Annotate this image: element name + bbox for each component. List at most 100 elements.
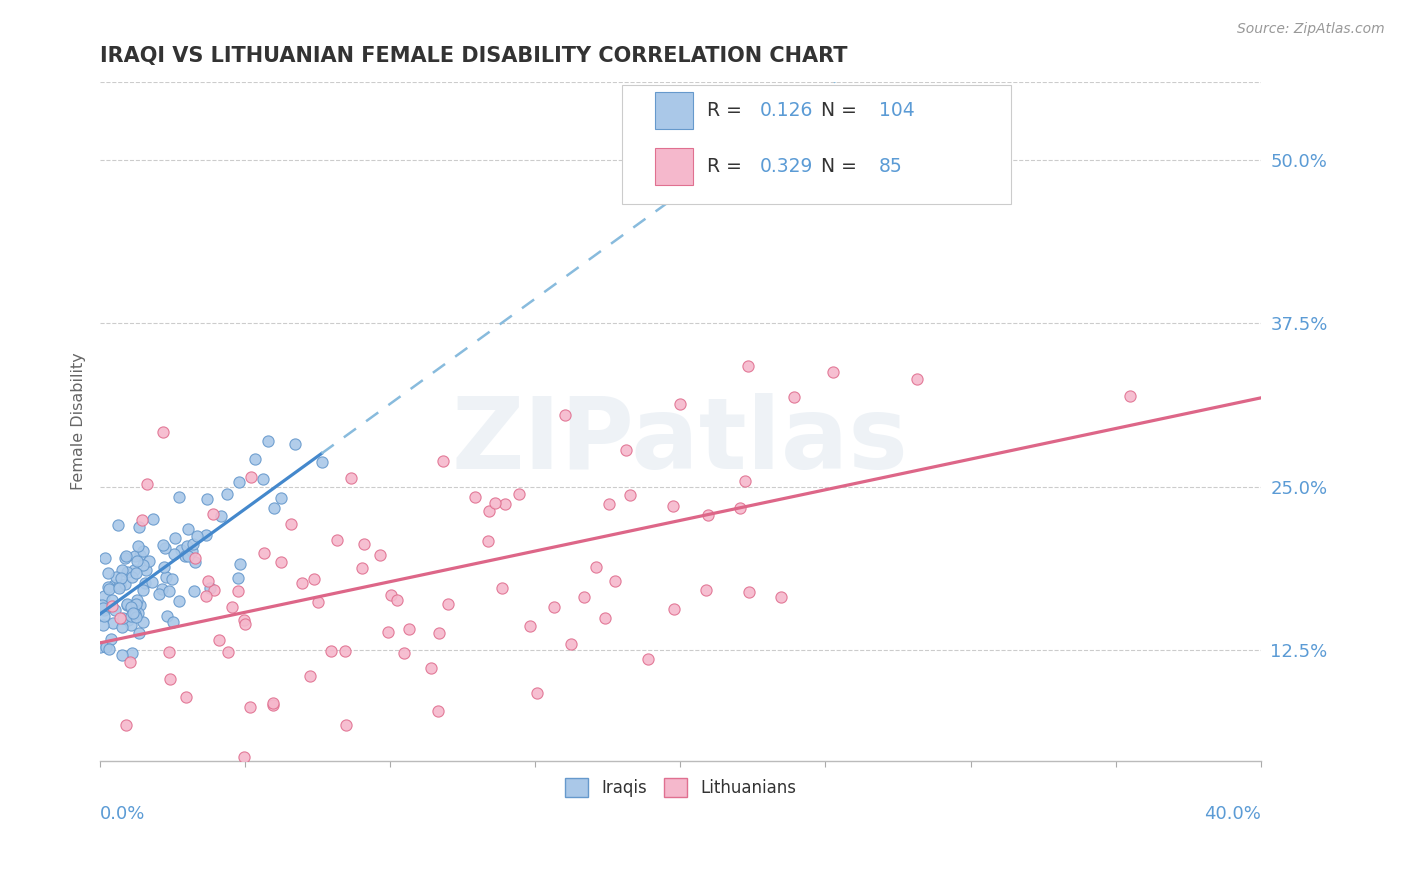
- Point: [695, 582, 717, 597]
- Point: [117, 613, 139, 627]
- Point: [93, 602, 115, 616]
- Point: [194, 589, 217, 603]
- Point: [124, 607, 146, 621]
- Point: [162, 615, 184, 629]
- Point: [141, 574, 163, 589]
- Point: [619, 488, 641, 502]
- Point: [93, 589, 115, 603]
- Point: [398, 622, 420, 636]
- Point: [110, 648, 132, 662]
- Point: [150, 582, 173, 596]
- Point: [280, 517, 302, 532]
- Legend: Iraqis, Lithuanians: Iraqis, Lithuanians: [558, 771, 803, 804]
- Point: [98, 642, 121, 657]
- Point: [120, 599, 142, 614]
- Text: 0.0%: 0.0%: [100, 805, 145, 823]
- Point: [290, 576, 312, 591]
- Point: [157, 583, 180, 598]
- Text: 85: 85: [879, 157, 903, 176]
- Point: [770, 590, 793, 604]
- Point: [89, 640, 111, 655]
- Point: [125, 566, 148, 580]
- Text: 40.0%: 40.0%: [1204, 805, 1261, 823]
- Point: [167, 490, 190, 504]
- Point: [94, 640, 117, 655]
- Point: [114, 549, 136, 564]
- Point: [228, 557, 250, 571]
- Point: [114, 550, 136, 565]
- Point: [108, 611, 131, 625]
- Point: [177, 523, 200, 537]
- Point: [321, 643, 343, 657]
- Point: [157, 645, 180, 659]
- Point: [605, 574, 627, 589]
- Point: [93, 609, 115, 624]
- Point: [270, 491, 292, 505]
- Point: [183, 555, 205, 569]
- Y-axis label: Female Disability: Female Disability: [72, 352, 86, 490]
- Point: [572, 590, 595, 604]
- Text: R =: R =: [707, 157, 748, 176]
- Point: [560, 637, 582, 651]
- Point: [239, 700, 262, 714]
- Point: [252, 472, 274, 486]
- Point: [121, 569, 143, 583]
- Point: [738, 585, 761, 599]
- Point: [783, 390, 806, 404]
- FancyBboxPatch shape: [623, 85, 1011, 204]
- Point: [209, 509, 232, 524]
- Point: [464, 490, 486, 504]
- Point: [197, 574, 219, 588]
- Point: [186, 529, 208, 543]
- Point: [593, 611, 616, 625]
- Point: [614, 443, 637, 458]
- Point: [662, 602, 685, 616]
- Point: [484, 496, 506, 510]
- Point: [97, 566, 120, 580]
- Point: [270, 555, 292, 569]
- Point: [90, 598, 112, 612]
- Point: [478, 504, 501, 518]
- Point: [368, 548, 391, 562]
- Text: R =: R =: [707, 101, 748, 120]
- Point: [668, 397, 690, 411]
- Point: [350, 561, 373, 575]
- Point: [508, 486, 530, 500]
- Point: [132, 583, 155, 598]
- Point: [181, 544, 204, 558]
- Point: [135, 476, 157, 491]
- Text: 0.126: 0.126: [759, 101, 813, 120]
- Point: [129, 599, 152, 613]
- Point: [100, 632, 122, 646]
- Point: [311, 454, 333, 468]
- Point: [208, 632, 231, 647]
- Point: [169, 543, 191, 558]
- Text: 0.329: 0.329: [759, 157, 813, 176]
- Point: [97, 580, 120, 594]
- Point: [93, 550, 115, 565]
- Point: [124, 599, 146, 613]
- Point: [115, 598, 138, 612]
- Point: [427, 625, 450, 640]
- Point: [419, 660, 441, 674]
- Point: [97, 582, 120, 597]
- Point: [111, 563, 134, 577]
- Point: [132, 558, 155, 573]
- Point: [134, 575, 156, 590]
- Point: [495, 497, 517, 511]
- Point: [696, 508, 718, 522]
- Point: [257, 434, 280, 448]
- Point: [127, 606, 149, 620]
- Point: [233, 749, 256, 764]
- Point: [519, 619, 541, 633]
- Point: [159, 672, 181, 686]
- Point: [233, 613, 256, 627]
- Point: [122, 563, 145, 577]
- Point: [245, 452, 267, 467]
- Point: [155, 570, 177, 584]
- Point: [195, 492, 218, 507]
- Point: [163, 547, 186, 561]
- Point: [132, 543, 155, 558]
- Point: [262, 698, 284, 712]
- Point: [101, 599, 124, 613]
